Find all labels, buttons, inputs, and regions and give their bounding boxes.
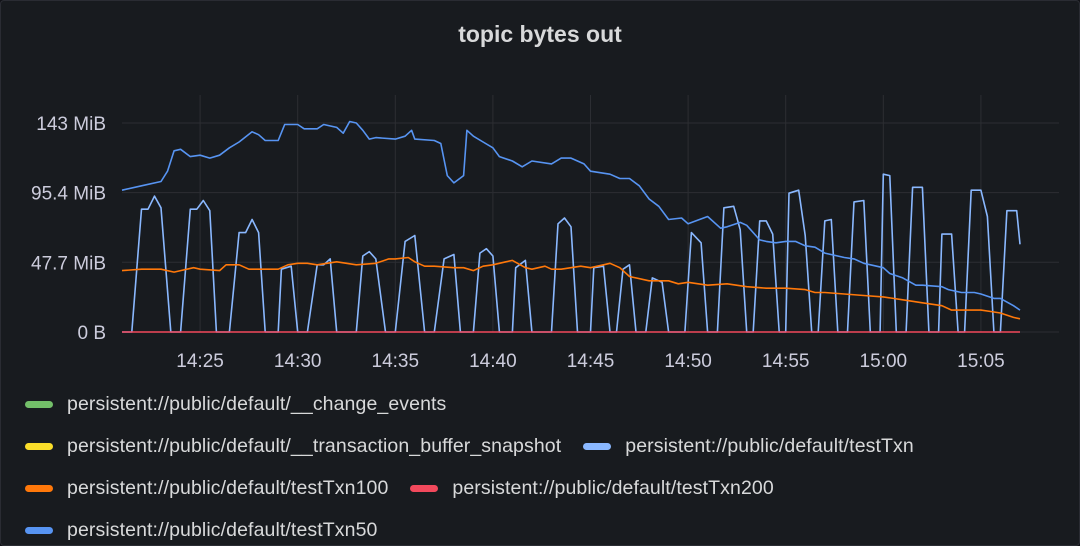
legend-swatch (410, 484, 439, 492)
legend-item[interactable]: persistent://public/default/__change_eve… (25, 393, 446, 416)
y-tick-label: 143 MiB (36, 114, 106, 135)
legend-swatch (583, 442, 612, 450)
x-tick-label: 14:45 (567, 351, 615, 372)
legend-row: persistent://public/default/testTxn50 (25, 509, 1075, 545)
x-tick-label: 14:25 (176, 351, 224, 372)
legend-label: persistent://public/default/testTxn (625, 434, 914, 457)
legend-item[interactable]: persistent://public/default/testTxn100 (25, 477, 388, 500)
legend-swatch (25, 442, 53, 450)
x-tick-label: 15:00 (860, 351, 908, 372)
legend-label: persistent://public/default/testTxn50 (67, 518, 378, 541)
legend-item[interactable]: persistent://public/default/testTxn (583, 435, 914, 458)
legend-item[interactable]: persistent://public/default/testTxn200 (410, 476, 774, 500)
legend-item[interactable]: persistent://public/default/testTxn50 (25, 519, 377, 542)
y-tick-label: 47.7 MiB (31, 253, 106, 274)
legend-row: persistent://public/default/testTxn100 pe… (25, 467, 1075, 509)
legend-swatch (25, 484, 53, 492)
x-tick-label: 14:30 (274, 351, 322, 372)
legend-item[interactable]: persistent://public/default/__transactio… (25, 435, 561, 458)
legend-label: persistent://public/default/testTxn100 (67, 476, 389, 499)
x-tick-label: 14:40 (469, 351, 517, 372)
legend-label: persistent://public/default/__change_eve… (67, 392, 447, 415)
series-line-2 (122, 173, 1021, 333)
y-tick-label: 95.4 MiB (31, 184, 106, 205)
legend-row: persistent://public/default/__transactio… (25, 425, 1075, 467)
series-line-5 (121, 120, 1021, 311)
series-line-3 (121, 256, 1021, 320)
x-tick-label: 14:55 (762, 351, 810, 372)
panel-title[interactable]: topic bytes out (458, 21, 622, 47)
y-tick-label: 0 B (77, 323, 106, 344)
legend-label: persistent://public/default/__transactio… (67, 434, 562, 457)
x-tick-label: 14:35 (372, 351, 420, 372)
legend-row: persistent://public/default/__change_eve… (25, 383, 1075, 425)
x-tick-label: 14:50 (664, 351, 712, 372)
legend-swatch (25, 526, 53, 534)
line-chart: 0 B 47.7 MiB 95.4 MiB 143 MiB 14:25 14:30 14:3… (31, 95, 1059, 372)
legend-label: persistent://public/default/testTxn200 (452, 476, 774, 499)
legend: persistent://public/default/__change_eve… (25, 383, 1075, 545)
x-tick-label: 15:05 (957, 351, 1005, 372)
legend-swatch (25, 400, 53, 408)
